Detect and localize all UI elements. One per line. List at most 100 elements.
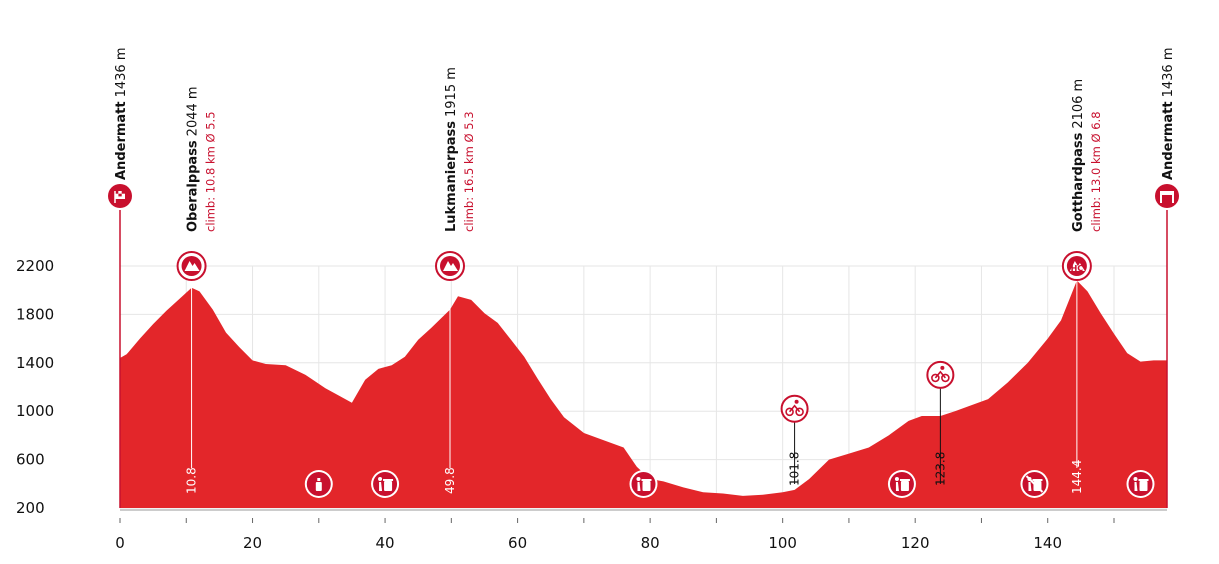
location-altitude: 2106 m xyxy=(1071,79,1086,129)
km-marker-label: 144.4 xyxy=(1070,460,1084,494)
bottle-cap xyxy=(317,478,321,481)
location-text: Andermatt 1436 m xyxy=(114,48,129,181)
sprint-cyclist-icon xyxy=(780,394,809,423)
location-name: Andermatt xyxy=(1161,101,1176,180)
y-tick-label: 200 xyxy=(16,499,45,517)
location-altitude: 1436 m xyxy=(114,48,129,98)
person-head xyxy=(1133,477,1138,481)
bin-lid xyxy=(383,479,394,481)
km-marker-label: 49.8 xyxy=(443,467,457,494)
mountain-icon xyxy=(176,251,207,281)
icon-ring xyxy=(926,360,955,389)
mountain-shape xyxy=(1069,261,1085,271)
bin xyxy=(900,481,909,491)
icon-disc xyxy=(1155,184,1179,208)
waste-zone-icon xyxy=(889,472,914,496)
person-body xyxy=(895,482,899,491)
location-name: Lukmanierpass xyxy=(444,121,459,232)
location-altitude: 1436 m xyxy=(1161,48,1176,98)
bin xyxy=(384,481,393,491)
x-tick-label: 20 xyxy=(243,534,262,552)
location-name: Andermatt xyxy=(114,101,129,180)
y-tick-label: 1400 xyxy=(16,354,54,372)
km-marker-label: 101.8 xyxy=(788,452,802,486)
location-climb: climb: 10.8 km Ø 5.5 xyxy=(204,111,218,232)
x-tick-label: 80 xyxy=(641,534,660,552)
bin-lid xyxy=(1032,479,1043,481)
km-markers: 10.8 49.8 101.8 123.8 144.4 xyxy=(185,280,1084,494)
wheel xyxy=(931,373,940,383)
location-label: Andermatt 1436 m xyxy=(1161,48,1176,181)
x-tick-label: 60 xyxy=(508,534,527,552)
rider-head xyxy=(940,365,945,370)
waste-zone-icon xyxy=(631,472,656,496)
x-tick-label: 140 xyxy=(1033,534,1062,552)
elevation-profile-area xyxy=(120,280,1167,508)
km-marker-label: 123.8 xyxy=(933,452,947,486)
frame xyxy=(934,370,946,379)
person-head xyxy=(378,477,383,481)
start-flag-icon xyxy=(108,184,132,208)
flag-check xyxy=(115,191,119,194)
person-body xyxy=(1028,482,1032,491)
finish-banner xyxy=(1160,191,1174,195)
no-littering-icon xyxy=(1022,472,1047,496)
x-axis: 0 20 40 60 80 100 120 140 xyxy=(115,509,1167,552)
bottle-body xyxy=(315,482,322,491)
bin xyxy=(642,481,651,491)
wheel xyxy=(941,373,950,383)
person-head xyxy=(894,477,899,481)
location-climb: climb: 16.5 km Ø 5.3 xyxy=(462,111,476,232)
location-label: Andermatt 1436 m xyxy=(114,48,129,181)
frame xyxy=(788,404,801,413)
location-climb: climb: 13.0 km Ø 6.8 xyxy=(1089,111,1103,232)
bin-lid xyxy=(641,479,652,481)
x-tick-label: 0 xyxy=(115,534,125,552)
y-tick-label: 600 xyxy=(16,451,45,469)
location-altitude: 1915 m xyxy=(444,67,459,117)
person-body xyxy=(1134,482,1138,491)
location-text: Oberalppass 2044 m xyxy=(186,86,201,232)
y-tick-label: 1000 xyxy=(16,402,54,420)
location-text: Andermatt 1436 m xyxy=(1161,48,1176,181)
mountain-shape xyxy=(184,261,200,271)
finish-icon xyxy=(1155,184,1179,208)
service-icons xyxy=(304,470,1155,498)
person-head xyxy=(636,477,641,481)
icon-ring xyxy=(780,394,809,423)
rider-head xyxy=(794,399,799,404)
wheel xyxy=(795,407,804,417)
x-tick-label: 40 xyxy=(376,534,395,552)
bin-lid xyxy=(899,479,910,481)
y-tick-label: 2200 xyxy=(16,257,54,275)
hc-mountain-icon: HC xyxy=(1061,251,1092,281)
person-body xyxy=(379,482,383,491)
y-tick-label: 1800 xyxy=(16,305,54,323)
waste-zone-icon xyxy=(1128,472,1153,496)
x-tick-label: 100 xyxy=(768,534,797,552)
mountain-icon xyxy=(435,251,466,281)
bin xyxy=(1139,481,1148,491)
waste-zone-icon xyxy=(373,472,398,496)
flag-check xyxy=(118,193,122,197)
location-name: Oberalppass xyxy=(186,140,201,232)
feed-zone-icon xyxy=(306,472,331,496)
wheel xyxy=(785,407,794,417)
location-name: Gotthardpass xyxy=(1071,132,1086,232)
prohibit-slash xyxy=(1025,475,1044,493)
km-marker-label: 10.8 xyxy=(185,467,199,494)
flag-check xyxy=(121,191,125,194)
sprint-cyclist-icon xyxy=(926,360,955,389)
location-text: Lukmanierpass 1915 m xyxy=(444,67,459,232)
x-tick-label: 120 xyxy=(901,534,930,552)
bin-lid xyxy=(1138,479,1149,481)
person-body xyxy=(637,482,641,491)
location-altitude: 2044 m xyxy=(186,86,201,136)
location-text: Gotthardpass 2106 m xyxy=(1071,79,1086,232)
mountain-shape xyxy=(443,261,459,271)
